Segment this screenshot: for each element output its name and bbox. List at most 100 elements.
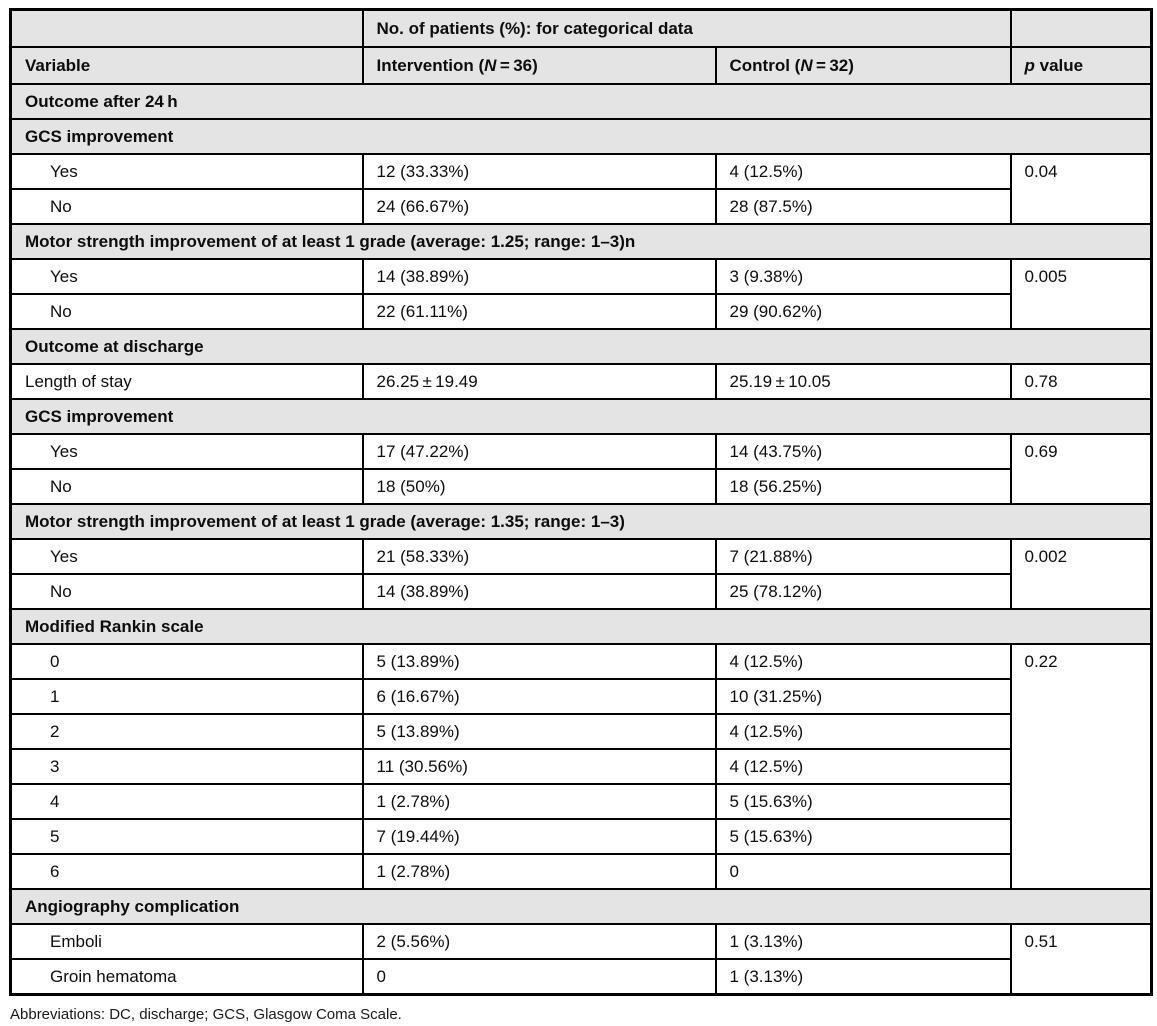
- row-label: No: [9, 573, 364, 610]
- control-value: 25.19 ± 10.05: [714, 363, 1012, 400]
- control-value: 4 (12.5%): [714, 153, 1012, 190]
- control-value: 18 (56.25%): [714, 468, 1012, 505]
- column-header-variable: Variable: [9, 46, 364, 85]
- intervention-value: 26.25 ± 19.49: [361, 363, 717, 400]
- control-value: 14 (43.75%): [714, 433, 1012, 470]
- control-label-suffix: = 32): [812, 56, 854, 75]
- row-label: No: [9, 468, 364, 505]
- table-row: No 22 (61.11%) 29 (90.62%): [9, 293, 1152, 330]
- p-value: 0.04: [1009, 153, 1153, 225]
- row-label: 5: [9, 818, 364, 855]
- p-value: 0.69: [1009, 433, 1153, 505]
- p-value: 0.002: [1009, 538, 1153, 610]
- section-row: Modified Rankin scale: [9, 608, 1153, 645]
- intervention-label-suffix: = 36): [496, 56, 538, 75]
- table-row: No 14 (38.89%) 25 (78.12%): [9, 573, 1152, 610]
- span-header-row: No. of patients (%): for categorical dat…: [9, 8, 1153, 48]
- intervention-value: 14 (38.89%): [361, 573, 717, 610]
- section-label: GCS improvement: [9, 398, 1153, 435]
- control-value: 25 (78.12%): [714, 573, 1012, 610]
- column-header-intervention: Intervention (N = 36): [361, 46, 717, 85]
- column-header-control: Control (N = 32): [714, 46, 1012, 85]
- control-value: 3 (9.38%): [714, 258, 1012, 295]
- intervention-value: 11 (30.56%): [361, 748, 717, 785]
- intervention-value: 5 (13.89%): [361, 643, 717, 680]
- row-label: No: [9, 188, 364, 225]
- table-row: No 18 (50%) 18 (56.25%): [9, 468, 1152, 505]
- control-value: 4 (12.5%): [714, 713, 1012, 750]
- section-label: Modified Rankin scale: [9, 608, 1153, 645]
- control-value: 0: [714, 853, 1012, 890]
- control-value: 29 (90.62%): [714, 293, 1012, 330]
- section-row: Outcome after 24 h: [9, 83, 1153, 120]
- section-row: Motor strength improvement of at least 1…: [9, 223, 1153, 260]
- intervention-value: 0: [361, 958, 717, 996]
- section-row: Motor strength improvement of at least 1…: [9, 503, 1153, 540]
- column-header-pvalue: p value: [1009, 46, 1153, 85]
- row-label: Yes: [9, 433, 364, 470]
- control-value: 1 (3.13%): [714, 923, 1012, 960]
- intervention-value: 21 (58.33%): [361, 538, 717, 575]
- table-row: Yes 14 (38.89%) 3 (9.38%) 0.005: [9, 258, 1153, 330]
- table-row: Length of stay 26.25 ± 19.49 25.19 ± 10.05…: [9, 363, 1153, 400]
- p-value: 0.22: [1009, 643, 1153, 890]
- section-label: Outcome at discharge: [9, 328, 1153, 365]
- section-row: GCS improvement: [9, 118, 1153, 155]
- section-row: Outcome at discharge: [9, 328, 1153, 365]
- control-label-prefix: Control (: [729, 56, 801, 75]
- section-label: Motor strength improvement of at least 1…: [9, 223, 1153, 260]
- column-header-row: Variable Intervention (N = 36) Control (…: [9, 46, 1153, 85]
- empty-header-cell: [9, 8, 364, 48]
- control-value: 5 (15.63%): [714, 818, 1012, 855]
- intervention-value: 18 (50%): [361, 468, 717, 505]
- section-row: Angiography complication: [9, 888, 1153, 925]
- intervention-n-symbol: N: [484, 56, 497, 75]
- intervention-value: 7 (19.44%): [361, 818, 717, 855]
- control-value: 4 (12.5%): [714, 643, 1012, 680]
- row-label: 0: [9, 643, 364, 680]
- intervention-value: 22 (61.11%): [361, 293, 717, 330]
- section-label: Outcome after 24 h: [9, 83, 1153, 120]
- intervention-value: 1 (2.78%): [361, 853, 717, 890]
- p-symbol: p: [1024, 56, 1035, 75]
- row-label: 4: [9, 783, 364, 820]
- empty-pvalue-header-cell: [1009, 8, 1153, 48]
- row-label: Yes: [9, 258, 364, 295]
- section-label: GCS improvement: [9, 118, 1153, 155]
- control-value: 10 (31.25%): [714, 678, 1012, 715]
- intervention-value: 24 (66.67%): [361, 188, 717, 225]
- table-row: Yes 21 (58.33%) 7 (21.88%) 0.002: [9, 538, 1153, 610]
- table-body: Outcome after 24 h GCS improvement Yes 12 (…: [9, 83, 1153, 996]
- section-label: Angiography complication: [9, 888, 1153, 925]
- row-label: Length of stay: [9, 363, 364, 400]
- row-label: No: [9, 293, 364, 330]
- p-value: 0.51: [1009, 923, 1153, 996]
- p-value: 0.005: [1009, 258, 1153, 330]
- control-value: 4 (12.5%): [714, 748, 1012, 785]
- p-value: 0.78: [1009, 363, 1153, 400]
- table-row: 3 11 (30.56%) 4 (12.5%): [9, 748, 1152, 785]
- intervention-value: 17 (47.22%): [361, 433, 717, 470]
- row-label: 6: [9, 853, 364, 890]
- row-label: 1: [9, 678, 364, 715]
- table-row: Groin hematoma 0 1 (3.13%): [9, 958, 1152, 996]
- intervention-value: 5 (13.89%): [361, 713, 717, 750]
- row-label: Emboli: [9, 923, 364, 960]
- row-label: 2: [9, 713, 364, 750]
- table-row: No 24 (66.67%) 28 (87.5%): [9, 188, 1152, 225]
- section-label: Motor strength improvement of at least 1…: [9, 503, 1153, 540]
- control-value: 5 (15.63%): [714, 783, 1012, 820]
- p-value-label-suffix: value: [1034, 56, 1084, 75]
- intervention-value: 14 (38.89%): [361, 258, 717, 295]
- row-label: Yes: [9, 153, 364, 190]
- outcomes-table: No. of patients (%): for categorical dat…: [9, 8, 1153, 996]
- intervention-value: 1 (2.78%): [361, 783, 717, 820]
- table-footnote: Abbreviations: DC, discharge; GCS, Glasg…: [10, 1006, 402, 1023]
- intervention-label-prefix: Intervention (: [376, 56, 485, 75]
